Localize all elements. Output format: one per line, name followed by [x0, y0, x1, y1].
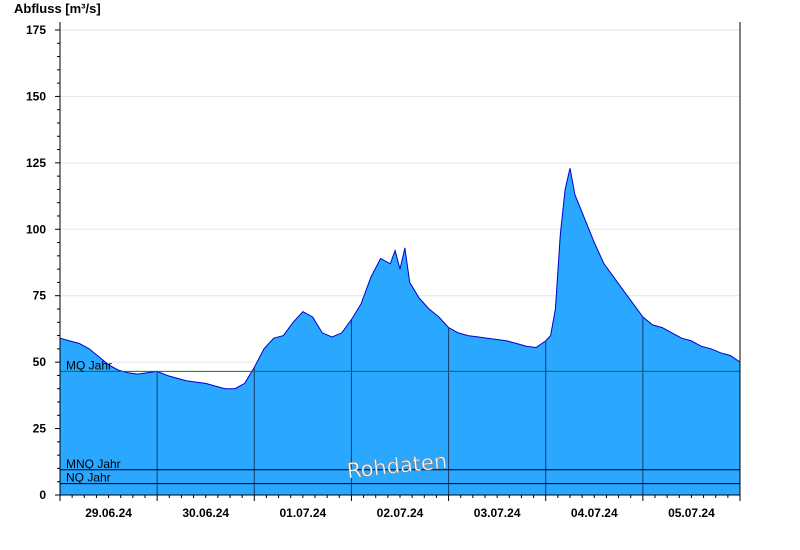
- y-axis-label: Abfluss [m³/s]: [14, 1, 101, 16]
- x-tick-label: 02.07.24: [377, 506, 424, 520]
- x-ticks: 29.06.24 30.06.24 01.07.24 02.07.24 03.07.24…: [59, 495, 741, 520]
- x-tick-label: 03.07.24: [474, 506, 521, 520]
- x-tick-label: 01.07.24: [279, 506, 326, 520]
- y-tick-label: 100: [26, 222, 46, 236]
- day-dividers: [156, 316, 644, 495]
- reference-label: MNQ Jahr: [66, 457, 121, 471]
- y-tick-label: 25: [33, 422, 47, 436]
- y-tick-label: 150: [26, 89, 46, 103]
- x-tick-label: 29.06.24: [85, 506, 132, 520]
- y-tick-label: 50: [33, 355, 47, 369]
- reference-label: MQ Jahr: [66, 358, 112, 372]
- reference-label: NQ Jahr: [66, 471, 111, 485]
- y-tick-label: 125: [26, 156, 46, 170]
- x-tick-label: 04.07.24: [571, 506, 618, 520]
- y-ticks: 0 25 50 75 100 125 150 175: [26, 23, 60, 502]
- y-tick-label: 175: [26, 23, 46, 37]
- y-tick-label: 75: [33, 289, 47, 303]
- y-tick-label: 0: [39, 488, 46, 502]
- discharge-area: [60, 168, 740, 495]
- x-tick-label: 05.07.24: [668, 506, 715, 520]
- discharge-line: [59, 168, 741, 390]
- x-tick-label: 30.06.24: [182, 506, 229, 520]
